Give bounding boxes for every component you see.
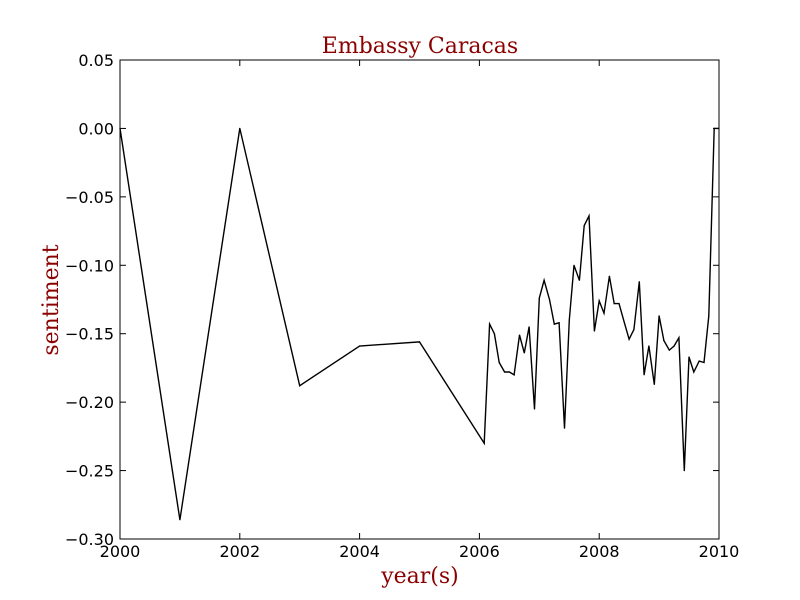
y-axis-title: sentiment <box>39 244 64 355</box>
data-point <box>508 371 510 373</box>
data-point <box>558 322 560 324</box>
x-axis: 2000 2002 2004 2006 2008 2010 <box>100 60 740 561</box>
x-tick-label: 2006 <box>459 542 500 561</box>
x-tick-label: 2004 <box>339 542 380 561</box>
y-tick-label: −0.20 <box>65 393 114 412</box>
data-point <box>523 352 525 354</box>
data-point <box>553 323 555 325</box>
data-point <box>568 319 570 321</box>
data-point <box>708 315 710 317</box>
y-tick-label: 0.00 <box>78 119 114 138</box>
data-point <box>718 127 720 129</box>
data-point <box>119 127 121 129</box>
data-point <box>713 127 715 129</box>
y-axis: 0.05 0.00 −0.05 −0.10 −0.15 −0.20 −0.25 −0.30 <box>65 51 719 549</box>
data-point <box>688 356 690 358</box>
data-point <box>578 279 581 281</box>
data-point <box>548 298 551 301</box>
data-point <box>653 383 655 385</box>
data-point <box>498 361 500 364</box>
data-point <box>518 334 521 336</box>
data-point <box>543 279 545 281</box>
data-point <box>533 408 536 410</box>
data-point <box>299 385 301 387</box>
data-point <box>613 303 615 305</box>
data-point <box>179 519 181 521</box>
data-point <box>678 337 680 339</box>
data-point <box>668 349 670 351</box>
data-point <box>493 333 495 335</box>
data-point <box>683 470 685 472</box>
data-point <box>418 341 421 343</box>
x-axis-title: year(s) <box>380 564 459 589</box>
data-point <box>693 371 695 373</box>
data-point <box>698 360 700 362</box>
y-tick-label: −0.30 <box>65 530 114 549</box>
data-point <box>528 326 530 328</box>
x-tick-label: 2002 <box>219 542 260 561</box>
data-point <box>633 329 635 331</box>
data-point <box>598 300 600 302</box>
data-point <box>648 345 650 347</box>
data-point <box>489 323 491 325</box>
y-tick-label: −0.10 <box>65 256 114 275</box>
data-point <box>504 371 506 373</box>
data-point <box>513 374 515 376</box>
y-tick-label: −0.15 <box>65 325 114 344</box>
data-point <box>638 281 640 283</box>
data-point <box>359 345 361 347</box>
data-point <box>583 225 585 227</box>
data-point <box>563 427 566 429</box>
plot-area <box>119 59 720 540</box>
data-point <box>703 361 705 364</box>
data-point <box>588 215 590 217</box>
data-point <box>593 330 596 332</box>
x-tick-label: 2000 <box>100 542 141 561</box>
data-point <box>483 442 485 444</box>
data-point <box>658 315 660 317</box>
y-tick-label: −0.05 <box>65 188 114 207</box>
series-line <box>119 127 719 520</box>
series-points <box>119 127 720 521</box>
data-point <box>673 345 675 347</box>
x-tick-label: 2008 <box>579 542 620 561</box>
data-point <box>623 322 626 324</box>
y-tick-label: 0.05 <box>78 51 114 70</box>
data-point <box>603 312 605 314</box>
chart-title: Embassy Caracas <box>322 34 518 59</box>
data-point <box>573 264 575 266</box>
x-tick-label: 2010 <box>699 542 740 561</box>
data-point <box>608 275 611 277</box>
data-point <box>618 303 620 305</box>
data-point <box>538 297 540 299</box>
data-point <box>643 374 645 376</box>
data-point <box>239 127 241 129</box>
data-point <box>663 340 665 342</box>
data-point <box>628 338 630 340</box>
y-tick-label: −0.25 <box>65 462 114 481</box>
